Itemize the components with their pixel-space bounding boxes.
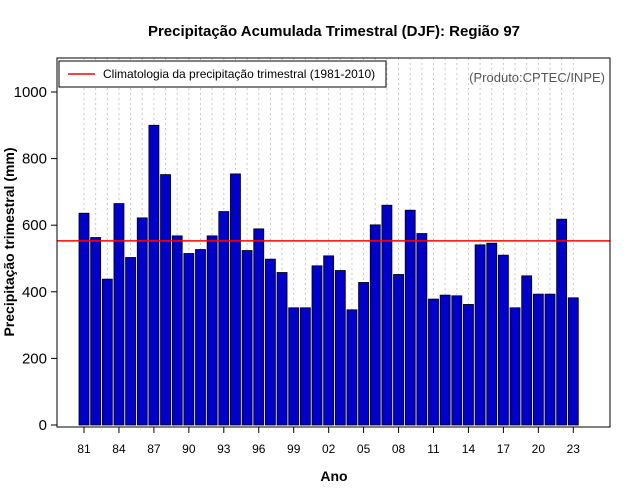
bar-08 xyxy=(393,274,404,426)
bar-22 xyxy=(556,218,568,426)
bar-91 xyxy=(195,249,206,426)
bar-07 xyxy=(381,204,393,426)
plot-frame xyxy=(56,57,611,428)
legend: Climatologia da precipitação trimestral … xyxy=(58,60,387,88)
x-tick-label: 05 xyxy=(357,442,371,456)
x-tick-label: 99 xyxy=(287,442,301,456)
y-tick-label: 200 xyxy=(22,350,47,367)
bar-21 xyxy=(544,293,556,426)
bar-11 xyxy=(428,298,439,426)
bar-00 xyxy=(299,307,311,426)
bar-89 xyxy=(171,235,183,426)
bar-10 xyxy=(416,233,428,426)
bar-83 xyxy=(101,278,113,426)
bar-87 xyxy=(148,124,160,426)
bar-23 xyxy=(567,297,579,426)
bar-17 xyxy=(497,254,509,426)
y-axis: 0 200 400 600 800 1000 xyxy=(14,84,57,434)
x-tick-label: 11 xyxy=(427,442,440,456)
x-tick-label: 84 xyxy=(112,442,126,456)
bar-82 xyxy=(90,237,102,426)
bar-04 xyxy=(346,309,358,426)
x-tick-label: 87 xyxy=(147,442,161,456)
bar-96 xyxy=(253,228,265,426)
chart-title: Precipitação Acumulada Trimestral (DJF):… xyxy=(148,23,520,40)
bar-05 xyxy=(358,282,370,426)
bar-81 xyxy=(78,212,90,426)
bar-13 xyxy=(451,295,463,426)
bar-12 xyxy=(439,294,451,426)
bar-98 xyxy=(276,272,288,426)
x-tick-label: 90 xyxy=(182,442,196,456)
bar-01 xyxy=(311,265,323,426)
bar-94 xyxy=(230,173,241,426)
x-tick-label: 93 xyxy=(217,442,231,456)
x-axis-label: Ano xyxy=(320,468,347,484)
x-tick-label: 23 xyxy=(567,442,581,456)
grid-lines xyxy=(83,58,574,427)
y-tick-label: 0 xyxy=(39,417,47,434)
bar-20 xyxy=(532,293,544,426)
bars xyxy=(78,124,579,426)
bar-99 xyxy=(288,307,300,426)
bar-15 xyxy=(474,244,486,426)
bar-88 xyxy=(160,174,171,426)
x-tick-label: 20 xyxy=(532,442,546,456)
legend-box xyxy=(58,60,387,88)
bar-03 xyxy=(334,270,346,426)
x-tick-label: 02 xyxy=(322,442,336,456)
y-tick-label: 400 xyxy=(22,284,47,301)
y-axis-label: Precipitação trimestral (mm) xyxy=(1,147,17,336)
bar-09 xyxy=(404,209,416,426)
bar-06 xyxy=(369,224,381,426)
credit-text: (Produto:CPTEC/INPE) xyxy=(469,70,605,85)
bar-90 xyxy=(183,253,195,426)
bar-86 xyxy=(136,217,148,426)
bar-19 xyxy=(521,275,533,426)
bar-92 xyxy=(206,235,218,426)
bar-85 xyxy=(125,257,136,426)
x-tick-label: 17 xyxy=(497,442,511,456)
x-tick-label: 08 xyxy=(392,442,406,456)
bar-14 xyxy=(463,304,474,426)
bar-93 xyxy=(218,211,230,426)
y-tick-label: 1000 xyxy=(14,84,47,101)
x-tick-label: 96 xyxy=(252,442,266,456)
bar-95 xyxy=(241,250,253,426)
y-tick-label: 600 xyxy=(22,217,47,234)
x-tick-label: 81 xyxy=(77,442,91,456)
bar-84 xyxy=(113,203,125,426)
bar-16 xyxy=(486,242,498,426)
x-axis: 81 84 87 90 93 96 99 02 05 08 11 14 17 20 23 xyxy=(77,427,580,456)
bar-18 xyxy=(509,307,521,426)
bar-97 xyxy=(264,258,276,426)
bar-02 xyxy=(323,255,335,426)
y-tick-label: 800 xyxy=(22,151,47,168)
x-tick-label: 14 xyxy=(462,442,476,456)
legend-label: Climatologia da precipitação trimestral … xyxy=(103,67,375,81)
